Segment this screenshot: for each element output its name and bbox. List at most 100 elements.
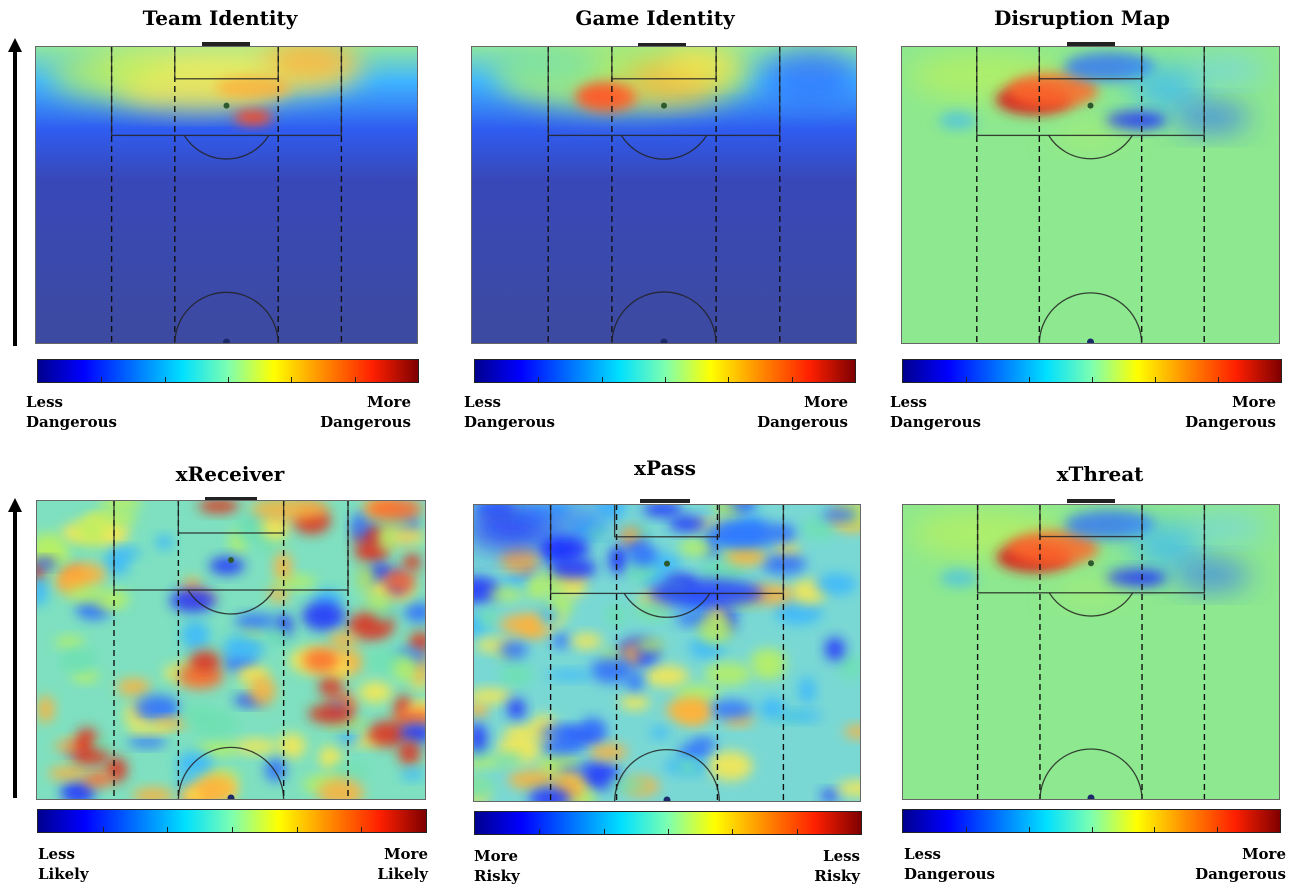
center-spot [1087,794,1095,800]
heat-blob [499,640,528,660]
heat-blob [60,648,97,668]
heat-blob [759,697,786,720]
colorbar-tick [732,829,734,834]
heat-blob [189,650,221,673]
heat-blob [180,620,210,650]
heat-blob [777,710,823,722]
heat-blob [358,681,393,704]
heat-blob [116,678,151,696]
heat-blob [764,48,857,103]
heat-blob [836,780,861,797]
pitch-border [36,500,426,800]
heat-blob [708,700,753,718]
penalty-arc [1048,135,1133,160]
center-circle [177,746,285,800]
heat-blob [250,500,329,521]
heat-blob [499,661,534,688]
heat-blob [549,557,597,580]
colorbar-left-label: Less Dangerous [890,392,981,432]
colorbar-tick [228,377,229,382]
heat-blob [277,733,306,759]
heat-blob [939,569,978,587]
heat-blob [824,637,845,661]
heat-blob [570,633,603,649]
heat-blob [127,723,174,734]
center-circle [611,291,717,344]
center-circle [1038,292,1143,344]
heat-blob [628,542,658,567]
heat-blob [678,538,714,557]
pitch-markings [471,46,857,344]
colorbar-right-label-line2: Risky [814,867,860,885]
heat-blob [650,726,670,739]
heatmap-surface [901,46,1280,344]
heat-blob [584,526,606,541]
heat-blob [377,523,396,551]
heatmap-pitch [902,504,1280,800]
colorbar-tick [164,377,166,382]
pitch-markings [36,500,426,800]
colorbar-right-label: More Likely [377,844,428,884]
heat-blob [234,613,277,629]
panel-title: Team Identity [142,6,298,30]
colorbar-left-label-line1: Less [890,393,927,411]
heatmap-pitch [35,46,418,344]
heat-blob [350,511,368,541]
heat-blob [317,778,364,800]
heat-blob [1106,569,1167,587]
panel-xpass: xPass More Risky Less Risky [440,448,870,888]
heat-blob [539,725,580,741]
heat-blob [499,614,543,635]
six-yard-box [613,504,721,538]
heat-blob [575,81,637,112]
penalty-spot [1088,560,1094,567]
heat-blob [108,546,142,559]
colorbar-tick [966,377,967,382]
colorbar-right-label: More Dangerous [320,392,411,432]
heat-blob [249,675,276,706]
attack-direction-arrow-top [13,50,17,346]
panel-title: Disruption Map [993,6,1171,30]
heat-blob [409,631,426,654]
penalty-box [110,46,343,137]
heatmap-surface [35,46,418,344]
heat-blob [664,48,742,79]
goal-marker [205,497,257,501]
colorbar-tick [965,827,967,832]
heat-blob [1105,111,1167,130]
heat-blob [235,739,277,754]
heat-blob [403,602,426,623]
heat-blob [308,704,355,724]
heat-blob [196,774,237,800]
colorbar-tick [167,827,169,832]
colorbar-right-label: More Dangerous [757,392,848,432]
center-circle [1039,748,1143,800]
penalty-box [976,504,1206,594]
goal-marker [638,43,686,47]
colorbar-right-label-line2: Dangerous [320,413,411,431]
heat-blob [81,771,114,788]
heatmap-pitch [901,46,1280,344]
heat-blob [134,694,181,722]
colorbar-tick [291,377,293,382]
six-yard-box [174,46,279,80]
colorbar-right-label: Less Risky [814,846,860,886]
colorbar-tick [1154,827,1156,832]
colorbar [37,359,419,383]
six-yard-box [1039,504,1143,538]
heat-blob [677,759,699,774]
colorbar-tick [791,377,793,382]
heat-blob [564,577,586,597]
penalty-spot [223,102,230,109]
colorbar-tick [296,827,298,832]
colorbar-right-label-line1: More [1231,393,1276,411]
heat-blob [363,593,392,611]
colorbar-left-label-line2: Dangerous [26,413,117,431]
heatmap-surface [902,504,1280,800]
heat-blob [708,751,753,781]
heat-blob [938,111,977,130]
heat-blob [528,787,571,802]
colorbar-right-label-line2: Dangerous [757,413,848,431]
heat-blob [356,564,376,593]
colorbar-tick [796,829,798,834]
